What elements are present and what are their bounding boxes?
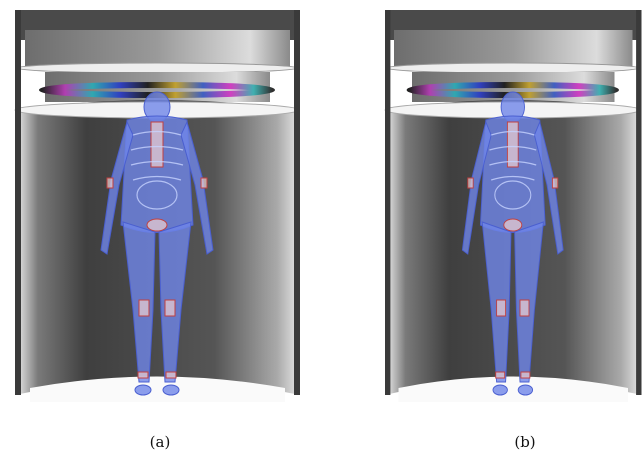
page: (a) (b) (() => { const data = JSON.parse…: [0, 0, 642, 456]
panel-a: [15, 10, 300, 402]
chamber-render: [15, 10, 300, 402]
panel-b: [385, 10, 642, 402]
figure: (a) (b): [0, 0, 642, 456]
chamber-render: [385, 10, 642, 402]
panel-label: (a): [150, 433, 171, 451]
panel-label: (b): [514, 433, 535, 451]
